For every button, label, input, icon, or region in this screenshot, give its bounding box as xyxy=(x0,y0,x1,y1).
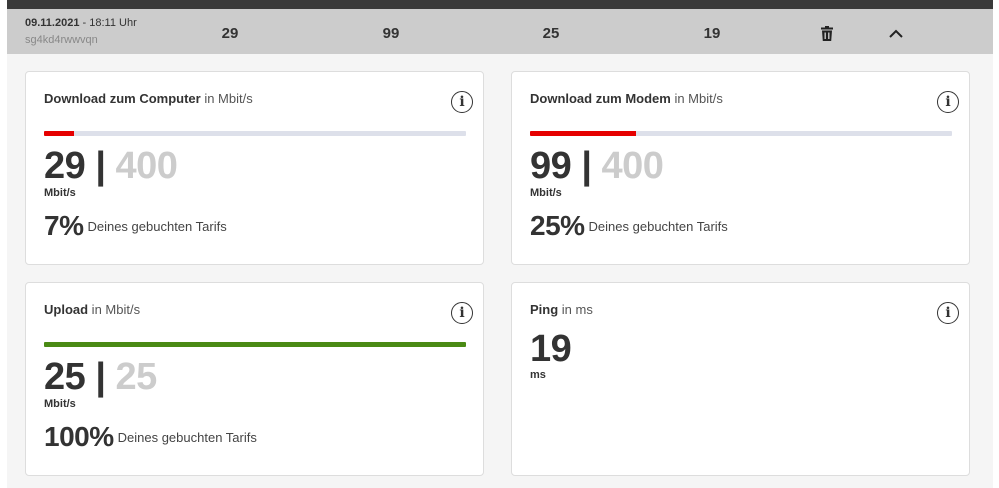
percent-value: 25% xyxy=(530,210,585,241)
speed-value: 25 | 25 xyxy=(44,355,157,399)
card-title: Ping in ms xyxy=(530,302,593,317)
ping-unit: ms xyxy=(530,369,546,381)
value-separator: | xyxy=(571,145,602,187)
card-title: Download zum Modem in Mbit/s xyxy=(530,91,723,106)
percent-label: Deines gebuchten Tarifs xyxy=(87,219,227,234)
trash-icon xyxy=(821,25,833,41)
ping-value: 19 xyxy=(530,327,572,371)
progress-track xyxy=(44,342,466,347)
card-title-label: Ping xyxy=(530,302,559,317)
card-title: Upload in Mbit/s xyxy=(44,302,140,317)
card-download-computer: Download zum Computer in Mbit/s i 29 | 4… xyxy=(25,71,484,265)
measurement-id: sg4kd4rwwvqn xyxy=(25,34,98,46)
tariff-percentage: 100% Deines gebuchten Tarifs xyxy=(44,421,257,453)
speed-unit: Mbit/s xyxy=(44,398,76,410)
progress-fill xyxy=(530,131,636,136)
current-speed: 29 xyxy=(44,145,86,187)
info-button[interactable]: i xyxy=(937,91,959,113)
value-separator: | xyxy=(85,356,116,398)
info-icon: i xyxy=(459,305,465,321)
value-separator: | xyxy=(85,145,116,187)
speed-value: 99 | 400 xyxy=(530,144,664,188)
progress-fill xyxy=(44,131,74,136)
speed-unit: Mbit/s xyxy=(530,187,562,199)
card-download-modem: Download zum Modem in Mbit/s i 99 | 400 … xyxy=(511,71,970,265)
header-download-computer-value: 29 xyxy=(221,25,239,42)
info-button[interactable]: i xyxy=(451,91,473,113)
info-icon: i xyxy=(945,305,951,321)
progress-track xyxy=(44,131,466,136)
info-button[interactable]: i xyxy=(937,302,959,324)
speed-unit: Mbit/s xyxy=(44,187,76,199)
measurement-header-row[interactable]: 09.11.2021 - 18:11 Uhr sg4kd4rwwvqn 29 9… xyxy=(7,9,993,54)
chevron-up-icon xyxy=(889,29,903,38)
card-upload: Upload in Mbit/s i 25 | 25 Mbit/s 100% De… xyxy=(25,282,484,476)
card-title-unit: in Mbit/s xyxy=(200,91,253,106)
measurement-date: 09.11.2021 xyxy=(25,17,80,29)
percent-label: Deines gebuchten Tarifs xyxy=(588,219,728,234)
info-icon: i xyxy=(945,94,951,110)
header-ping-value: 19 xyxy=(703,25,721,42)
card-ping: Ping in ms i 19 ms xyxy=(511,282,970,476)
percent-value: 100% xyxy=(44,421,114,452)
measurement-timestamp: 09.11.2021 - 18:11 Uhr xyxy=(25,17,137,29)
speed-value: 29 | 400 xyxy=(44,144,178,188)
max-speed: 400 xyxy=(115,145,178,187)
collapse-button[interactable] xyxy=(886,23,906,43)
card-title-unit: in Mbit/s xyxy=(88,302,141,317)
delete-button[interactable] xyxy=(817,23,837,43)
card-title-label: Upload xyxy=(44,302,89,317)
tariff-percentage: 7% Deines gebuchten Tarifs xyxy=(44,210,227,242)
current-ping: 19 xyxy=(530,328,572,370)
percent-value: 7% xyxy=(44,210,84,241)
max-speed: 400 xyxy=(601,145,664,187)
info-icon: i xyxy=(459,94,465,110)
card-title: Download zum Computer in Mbit/s xyxy=(44,91,253,106)
card-title-label: Download zum Computer xyxy=(44,91,201,106)
card-title-label: Download zum Modem xyxy=(530,91,671,106)
current-speed: 25 xyxy=(44,356,86,398)
progress-fill xyxy=(44,342,466,347)
tariff-percentage: 25% Deines gebuchten Tarifs xyxy=(530,210,728,242)
max-speed: 25 xyxy=(115,356,158,398)
header-upload-value: 25 xyxy=(542,25,560,42)
current-speed: 99 xyxy=(530,145,572,187)
header-download-modem-value: 99 xyxy=(382,25,400,42)
progress-track xyxy=(530,131,952,136)
percent-label: Deines gebuchten Tarifs xyxy=(117,430,257,445)
card-title-unit: in ms xyxy=(558,302,593,317)
card-title-unit: in Mbit/s xyxy=(670,91,723,106)
top-bar xyxy=(7,0,993,9)
measurement-details: Download zum Computer in Mbit/s i 29 | 4… xyxy=(7,54,993,488)
measurement-time: - 18:11 Uhr xyxy=(82,17,137,29)
info-button[interactable]: i xyxy=(451,302,473,324)
